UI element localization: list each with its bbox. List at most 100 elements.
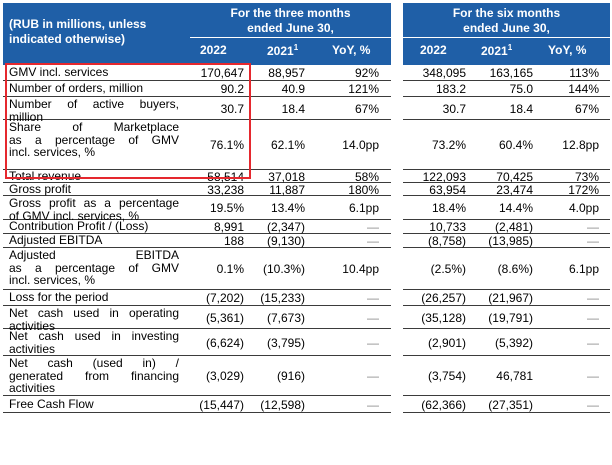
cell-q22: 58,514 [207, 170, 244, 184]
cell-q21: (916) [276, 369, 305, 383]
cell-q22: 33,238 [207, 183, 244, 197]
row-label-line: million [9, 109, 44, 124]
six-months-period-title: For the six months ended June 30, [403, 6, 610, 36]
table-row: Adjusted EBITDA as a percentage of GMV inc… [3, 248, 610, 290]
row-label: GMV incl. services [9, 66, 179, 79]
table-row: Net cash used in operating activities (5,3… [3, 306, 610, 332]
row-label-line: activities [9, 341, 56, 356]
table-row: Free Cash Flow (15,447) (12,598) — (62,366) (… [3, 396, 610, 413]
cell-h22: (2,901) [427, 335, 466, 350]
cell-h22: (26,257) [421, 291, 466, 305]
row-label-line: Net cash used in investing [9, 329, 179, 343]
table-row: Gross profit 33,238 11,887 180% 63,954 23,474… [3, 183, 610, 197]
cell-h22: 73.2% [431, 138, 466, 152]
col-header-2022: 2022 [200, 43, 227, 57]
cell-h22: (3,754) [427, 369, 466, 383]
cell-q21: (15,233) [260, 291, 305, 305]
col-header-2021: 20211 [267, 43, 299, 58]
row-label: Net cash used in investing activities [9, 330, 179, 355]
three-months-period-title: For the three months ended June 30, [190, 6, 391, 36]
row-label: Adjusted EBITDA as a percentage of GMV inc… [9, 249, 179, 287]
units-note-line2: indicated otherwise) [9, 32, 126, 46]
cell-hyoy: 172% [568, 183, 599, 197]
cell-h22: 122,093 [422, 170, 466, 184]
six-months-header: For the six months ended June 30, 2022 2… [403, 3, 610, 65]
cell-qyoy: — [367, 310, 379, 325]
row-label-line: Free Cash Flow [9, 396, 94, 411]
row-label-line: Adjusted EBITDA [9, 233, 103, 247]
row-label: Gross profit as a percentage of GMV incl.… [9, 197, 179, 222]
cell-qyoy: — [367, 291, 379, 305]
cell-q22: 30.7 [220, 101, 244, 116]
row-label-line: Total revenue [9, 169, 82, 183]
cell-q21: (7,673) [266, 310, 305, 325]
header-divider [403, 37, 610, 38]
six-months-title-line1: For the six months [452, 6, 561, 20]
cell-qyoy: 67% [354, 101, 379, 116]
cell-hyoy: 113% [569, 66, 599, 80]
table-row: GMV incl. services 170,647 88,957 92% 348,09… [3, 65, 610, 81]
row-label-line: Loss for the period [9, 290, 109, 304]
cell-qyoy: 92% [354, 66, 379, 80]
cell-qyoy: — [367, 335, 379, 350]
cell-q22: 90.2 [220, 82, 244, 96]
row-label-line: Contribution Profit / (Loss) [9, 219, 149, 233]
row-label: Free Cash Flow [9, 396, 179, 411]
cell-h21: (27,351) [488, 397, 533, 412]
cell-q21: 40.9 [281, 82, 305, 96]
row-label: Share of Marketplace as a percentage of G… [9, 121, 179, 159]
cell-h21: 75.0 [509, 82, 533, 96]
table-header-units: (RUB in millions, unless indicated other… [3, 3, 190, 65]
row-label-line: incl. services, % [9, 273, 96, 287]
cell-hyoy: — [587, 369, 599, 383]
cell-q22: (3,029) [205, 369, 244, 383]
cell-h22: (35,128) [421, 310, 466, 325]
cell-hyoy: — [587, 291, 599, 305]
row-label: Number of active buyers, million [9, 98, 179, 123]
cell-q21: (10.3%) [262, 262, 305, 276]
cell-h21: (2,481) [494, 220, 533, 234]
cell-q21: (12,598) [260, 397, 305, 412]
cell-qyoy: 14.0pp [342, 138, 379, 152]
cell-q22: (15,447) [199, 397, 244, 412]
cell-q21: 18.4 [281, 101, 305, 116]
row-label-line: Net cash used in operating [9, 306, 179, 320]
row-label-line: of GMV incl. services, % [9, 208, 140, 223]
table-row: Number of orders, million 90.2 40.9 121% 183… [3, 81, 610, 97]
column-group-gap [391, 3, 403, 465]
cell-q21: 88,957 [268, 66, 305, 80]
cell-h22: 63,954 [429, 183, 466, 197]
row-label-line: Number of active buyers, [9, 97, 179, 111]
cell-h21: 18.4 [509, 101, 533, 116]
cell-hyoy: 73% [574, 170, 599, 184]
units-note-line1: (RUB in millions, unless [9, 17, 147, 31]
cell-q22: 188 [223, 234, 244, 248]
cell-hyoy: 144% [568, 82, 599, 96]
row-label: Total revenue [9, 170, 179, 183]
cell-h22: (62,366) [421, 397, 466, 412]
cell-q21: (3,795) [266, 335, 305, 350]
cell-h22: 183.2 [435, 82, 466, 96]
table-row: Loss for the period (7,202) (15,233) — (26,2… [3, 290, 610, 306]
cell-hyoy: — [587, 234, 599, 248]
row-label-line: GMV incl. services [9, 65, 109, 79]
col-header-yoy: YoY, % [548, 43, 587, 57]
cell-h22: 30.7 [442, 101, 466, 116]
cell-h21: (5,392) [494, 335, 533, 350]
cell-qyoy: — [367, 397, 379, 412]
cell-q22: 19.5% [209, 201, 244, 215]
cell-hyoy: — [587, 220, 599, 234]
row-label-line: activities [9, 381, 56, 395]
table-row: Net cash (used in) / generated from finan… [3, 356, 610, 396]
table-row: Total revenue 58,514 37,018 58% 122,093 70,42… [3, 170, 610, 184]
cell-qyoy: — [367, 369, 379, 383]
table-row: Gross profit as a percentage of GMV incl.… [3, 196, 610, 222]
cell-q22: (7,202) [205, 291, 244, 305]
header-divider [190, 37, 391, 38]
table-row: Net cash used in investing activities (6,6… [3, 329, 610, 356]
cell-h22: (8,758) [427, 234, 466, 248]
table-row: Share of Marketplace as a percentage of G… [3, 120, 610, 170]
cell-hyoy: 12.8pp [562, 138, 599, 152]
cell-q22: (5,361) [205, 310, 244, 325]
cell-q21: (2,347) [266, 220, 305, 234]
